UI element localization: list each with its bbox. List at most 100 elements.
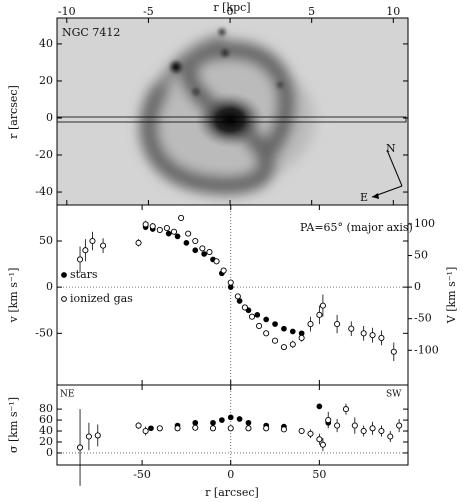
y-tick-label: 0 xyxy=(46,446,53,459)
gas-point xyxy=(390,348,397,355)
star-point xyxy=(254,311,261,318)
star-point xyxy=(148,425,154,432)
x-tick-label: -50 xyxy=(133,468,151,481)
gas-point xyxy=(319,302,326,309)
compass xyxy=(371,149,403,199)
galaxy-image xyxy=(57,18,408,205)
y2-tick-label: -100 xyxy=(414,343,439,356)
gas-point xyxy=(94,432,101,439)
y-tick-label: 40 xyxy=(39,424,53,437)
gas-point xyxy=(220,267,227,274)
top-axis-label: r [kpc] xyxy=(213,1,250,14)
gas-point xyxy=(248,313,256,320)
annotation: NE xyxy=(60,390,74,400)
x-tick-label: 50 xyxy=(312,468,326,481)
gas-point xyxy=(227,425,234,432)
y-tick-label: 0 xyxy=(46,111,53,124)
star-point xyxy=(245,419,252,426)
gas-point xyxy=(135,422,142,429)
gas-point xyxy=(298,334,305,341)
star-point xyxy=(272,321,278,327)
legend-label: stars xyxy=(70,268,98,281)
gas-point xyxy=(369,332,376,339)
gas-point xyxy=(351,422,358,429)
gas-point xyxy=(369,425,376,432)
gas-point xyxy=(289,341,296,348)
top-tick-label: 10 xyxy=(386,5,400,18)
gas-point xyxy=(245,425,252,432)
gas-point xyxy=(199,245,206,252)
gas-point xyxy=(280,344,287,351)
gas-point xyxy=(82,247,89,254)
compass-north: N xyxy=(386,142,396,155)
gas-point xyxy=(334,422,341,429)
compass-east: E xyxy=(360,191,368,204)
gas-point xyxy=(307,430,314,437)
y-tick-label: 40 xyxy=(39,37,53,50)
gas-point xyxy=(156,425,163,432)
gas-point xyxy=(192,424,199,431)
gas-point xyxy=(178,214,185,221)
gas-point xyxy=(85,433,92,440)
y-tick-label: 60 xyxy=(39,413,53,426)
gas-point xyxy=(76,444,84,451)
gas-point xyxy=(378,334,385,341)
gas-point xyxy=(342,406,350,413)
y2-tick-label: 50 xyxy=(414,249,428,262)
gas-point xyxy=(334,321,341,328)
y-axis-label: r [arcsec] xyxy=(7,85,20,139)
y2-tick-label: 100 xyxy=(414,217,435,230)
star-point xyxy=(263,316,270,323)
gas-point xyxy=(192,237,199,245)
panel-frame xyxy=(56,384,409,466)
gas-point xyxy=(263,330,270,337)
gas-point xyxy=(227,279,234,286)
gas-point xyxy=(185,230,192,237)
star-point xyxy=(316,403,323,410)
gas-point xyxy=(360,427,367,435)
star-point xyxy=(183,239,190,246)
y-axis-label: σ [km s⁻¹] xyxy=(7,397,20,453)
gas-point xyxy=(360,330,367,337)
gas-point xyxy=(100,242,107,249)
gas-point xyxy=(316,311,323,318)
top-tick-label: 0 xyxy=(227,5,234,18)
annotation: SW xyxy=(386,390,402,400)
gas-point xyxy=(170,228,178,235)
top-tick-label: -5 xyxy=(143,5,154,18)
y-tick-label: 0 xyxy=(46,280,53,293)
y-tick-label: -20 xyxy=(35,148,53,161)
y-tick-label: 20 xyxy=(39,74,53,87)
star-point xyxy=(281,325,287,332)
gas-point xyxy=(298,427,305,435)
legend-label: ionized gas xyxy=(70,292,133,305)
gas-point xyxy=(149,223,156,230)
star-point xyxy=(165,230,172,237)
y-axis-label: v [km s⁻¹] xyxy=(7,268,20,324)
galaxy-name: NGC 7412 xyxy=(62,26,120,39)
gas-point xyxy=(76,256,84,263)
star-point xyxy=(236,416,243,422)
gas-point xyxy=(142,221,149,228)
star-point xyxy=(174,233,181,240)
gas-point xyxy=(163,225,170,232)
gas-point xyxy=(209,425,217,432)
gas-point xyxy=(307,321,314,328)
gas-point xyxy=(241,304,248,311)
gas-point xyxy=(156,226,163,233)
x-tick-label: 0 xyxy=(227,468,234,481)
gas-point xyxy=(325,417,332,424)
gas-point xyxy=(387,433,394,440)
gas-point xyxy=(135,239,142,246)
star-point xyxy=(210,419,216,426)
star-point xyxy=(192,419,199,426)
gas-point xyxy=(206,249,213,256)
gas-point xyxy=(348,325,355,332)
y2-tick-label: 0 xyxy=(414,280,421,293)
star-point xyxy=(227,414,234,421)
y-tick-label: 50 xyxy=(39,234,53,247)
gas-point xyxy=(396,422,403,429)
gas-point xyxy=(316,436,323,443)
legend-marker xyxy=(61,272,67,278)
